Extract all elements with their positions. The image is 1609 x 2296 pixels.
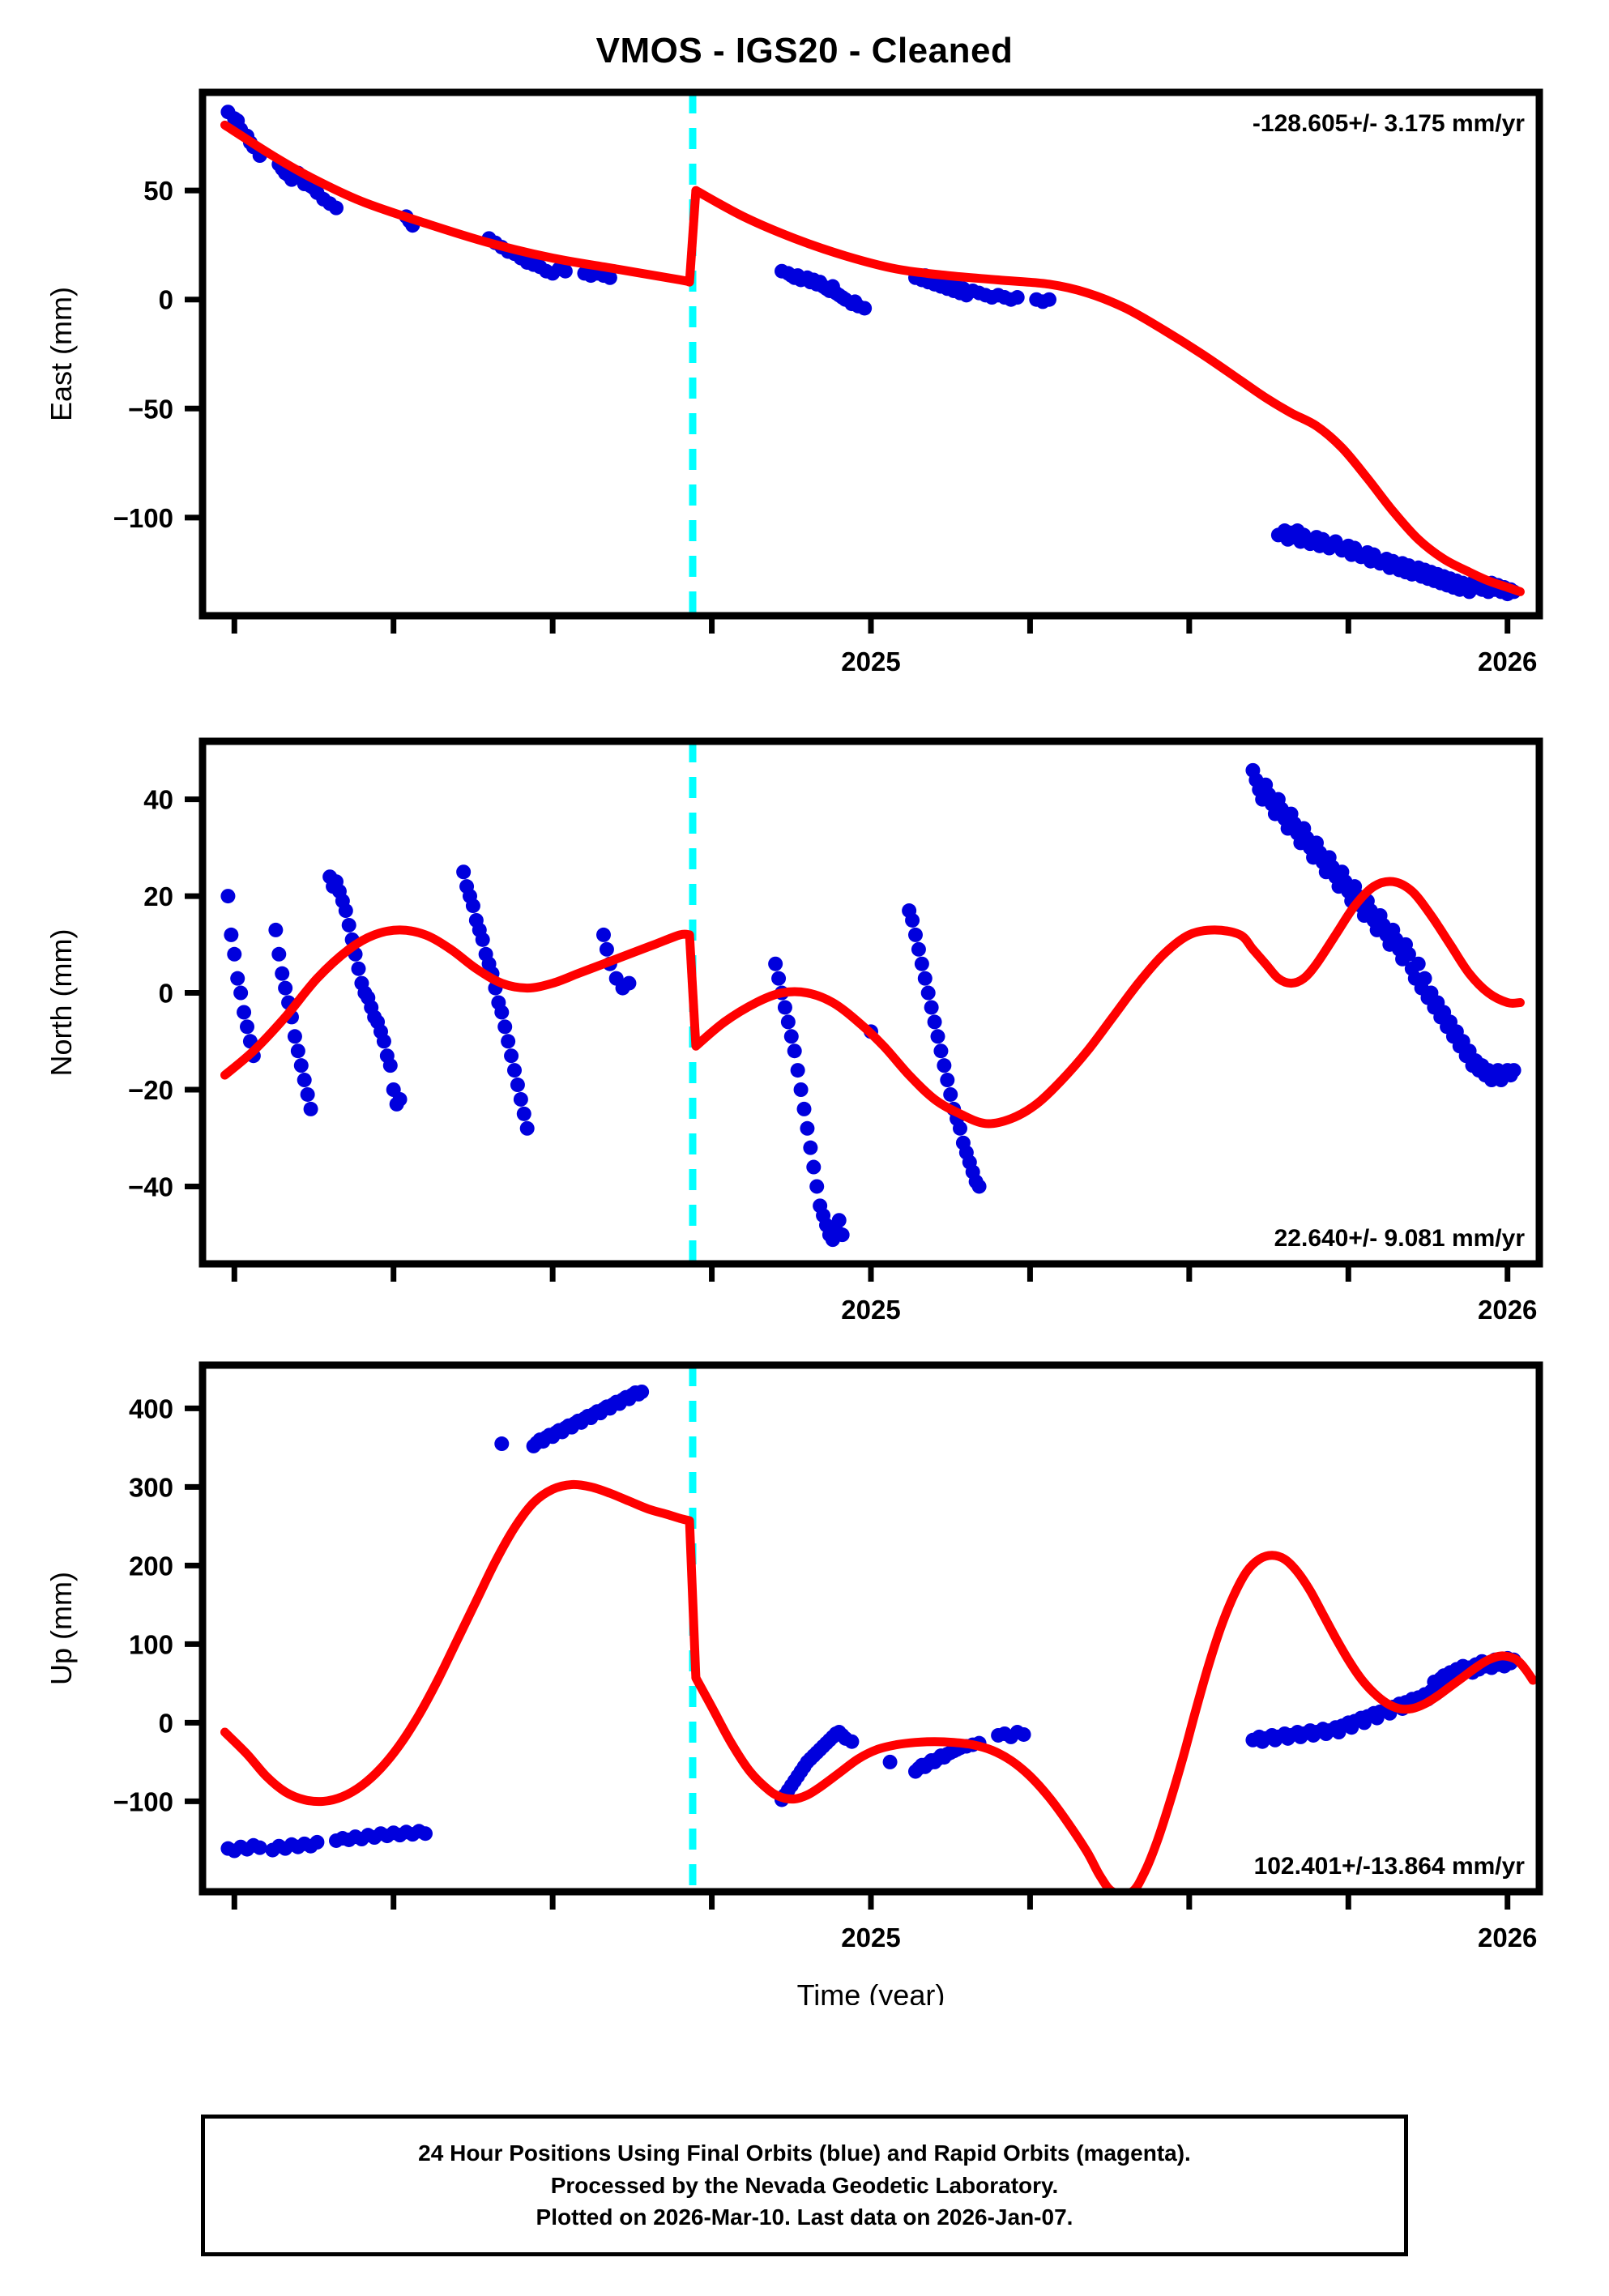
- model-offset-jump: [685, 190, 701, 283]
- panel-north: 40 20 0 −20 −40 2025 2026 North (mm) 22.640+/- 9…: [0, 664, 1609, 1337]
- plot-area-north: [220, 741, 1525, 1264]
- y-axis-title: East (mm): [45, 287, 78, 421]
- footer-line-3: Plotted on 2026-Mar-10. Last data on 202…: [536, 2204, 1073, 2230]
- chart-up: 400 300 200 100 0 −100 2025 2026 Up (mm) 102.401+…: [45, 1361, 1543, 2005]
- y-tick-label: 40: [143, 785, 173, 815]
- model-curve-segment-2: [691, 186, 1525, 596]
- panel-east: 50 0 −50 −100 2025 2026 East (mm) -128.605+/- 3…: [0, 0, 1609, 672]
- chart-north: 40 20 0 −20 −40 2025 2026 North (mm) 22.640+/- 9…: [45, 737, 1543, 1325]
- x-tick-label: 2025: [841, 1295, 900, 1325]
- model-offset-jump: [685, 934, 701, 1047]
- plot-area-east: [220, 92, 1525, 616]
- model-curve-segment-1: [220, 120, 694, 287]
- model-offset-jump: [685, 1520, 701, 1679]
- y-tick-label: 0: [159, 1708, 173, 1738]
- rate-annotation: 22.640+/- 9.081 mm/yr: [1274, 1225, 1526, 1252]
- y-tick-label: −40: [128, 1171, 173, 1201]
- x-tick-label: 2026: [1478, 1923, 1537, 1952]
- y-tick-label: 50: [143, 176, 173, 206]
- y-tick-label: 300: [129, 1472, 173, 1502]
- x-tick-label: 2026: [1478, 647, 1537, 672]
- y-tick-label: 0: [159, 979, 173, 1009]
- data-points-north: [220, 762, 1522, 1248]
- model-curve-segment-1: [220, 925, 694, 1080]
- y-tick-label: −20: [128, 1075, 173, 1105]
- x-tick-label: 2026: [1478, 1295, 1537, 1325]
- x-tick-label: 2025: [841, 647, 900, 672]
- y-tick-label: 0: [159, 285, 173, 315]
- y-tick-label: 400: [129, 1393, 173, 1423]
- plot-area-up: [220, 1365, 1538, 1892]
- y-tick-label: 100: [129, 1629, 173, 1659]
- model-curve-segment-1: [220, 1479, 694, 1807]
- chart-east: 50 0 −50 −100 2025 2026 East (mm) -128.605+/- 3…: [45, 88, 1543, 672]
- model-curve-segment-2: [691, 1551, 1538, 1892]
- footer-line-2: Processed by the Nevada Geodetic Laborat…: [550, 2172, 1059, 2198]
- y-tick-label: −100: [113, 503, 173, 533]
- y-axis-title: North (mm): [45, 929, 78, 1077]
- x-tick-label: 2025: [841, 1923, 900, 1952]
- y-tick-label: 20: [143, 881, 173, 911]
- rate-annotation: 102.401+/-13.864 mm/yr: [1254, 1853, 1526, 1880]
- footer-line-1: 24 Hour Positions Using Final Orbits (bl…: [418, 2140, 1191, 2166]
- model-curve-segment-2: [691, 877, 1525, 1129]
- y-axis-title: Up (mm): [45, 1572, 78, 1685]
- page-title: VMOS - IGS20 - Cleaned: [595, 31, 1014, 70]
- rate-annotation: -128.605+/- 3.175 mm/yr: [1253, 110, 1525, 137]
- y-tick-label: −100: [113, 1786, 173, 1816]
- x-axis-title: Time (year): [797, 1978, 945, 2005]
- panel-up: 400 300 200 100 0 −100 2025 2026 Up (mm) 102.401+…: [0, 1276, 1609, 2005]
- y-tick-label: −50: [128, 394, 173, 424]
- y-tick-label: 200: [129, 1551, 173, 1581]
- footer-caption-box: 24 Hour Positions Using Final Orbits (bl…: [201, 2115, 1408, 2256]
